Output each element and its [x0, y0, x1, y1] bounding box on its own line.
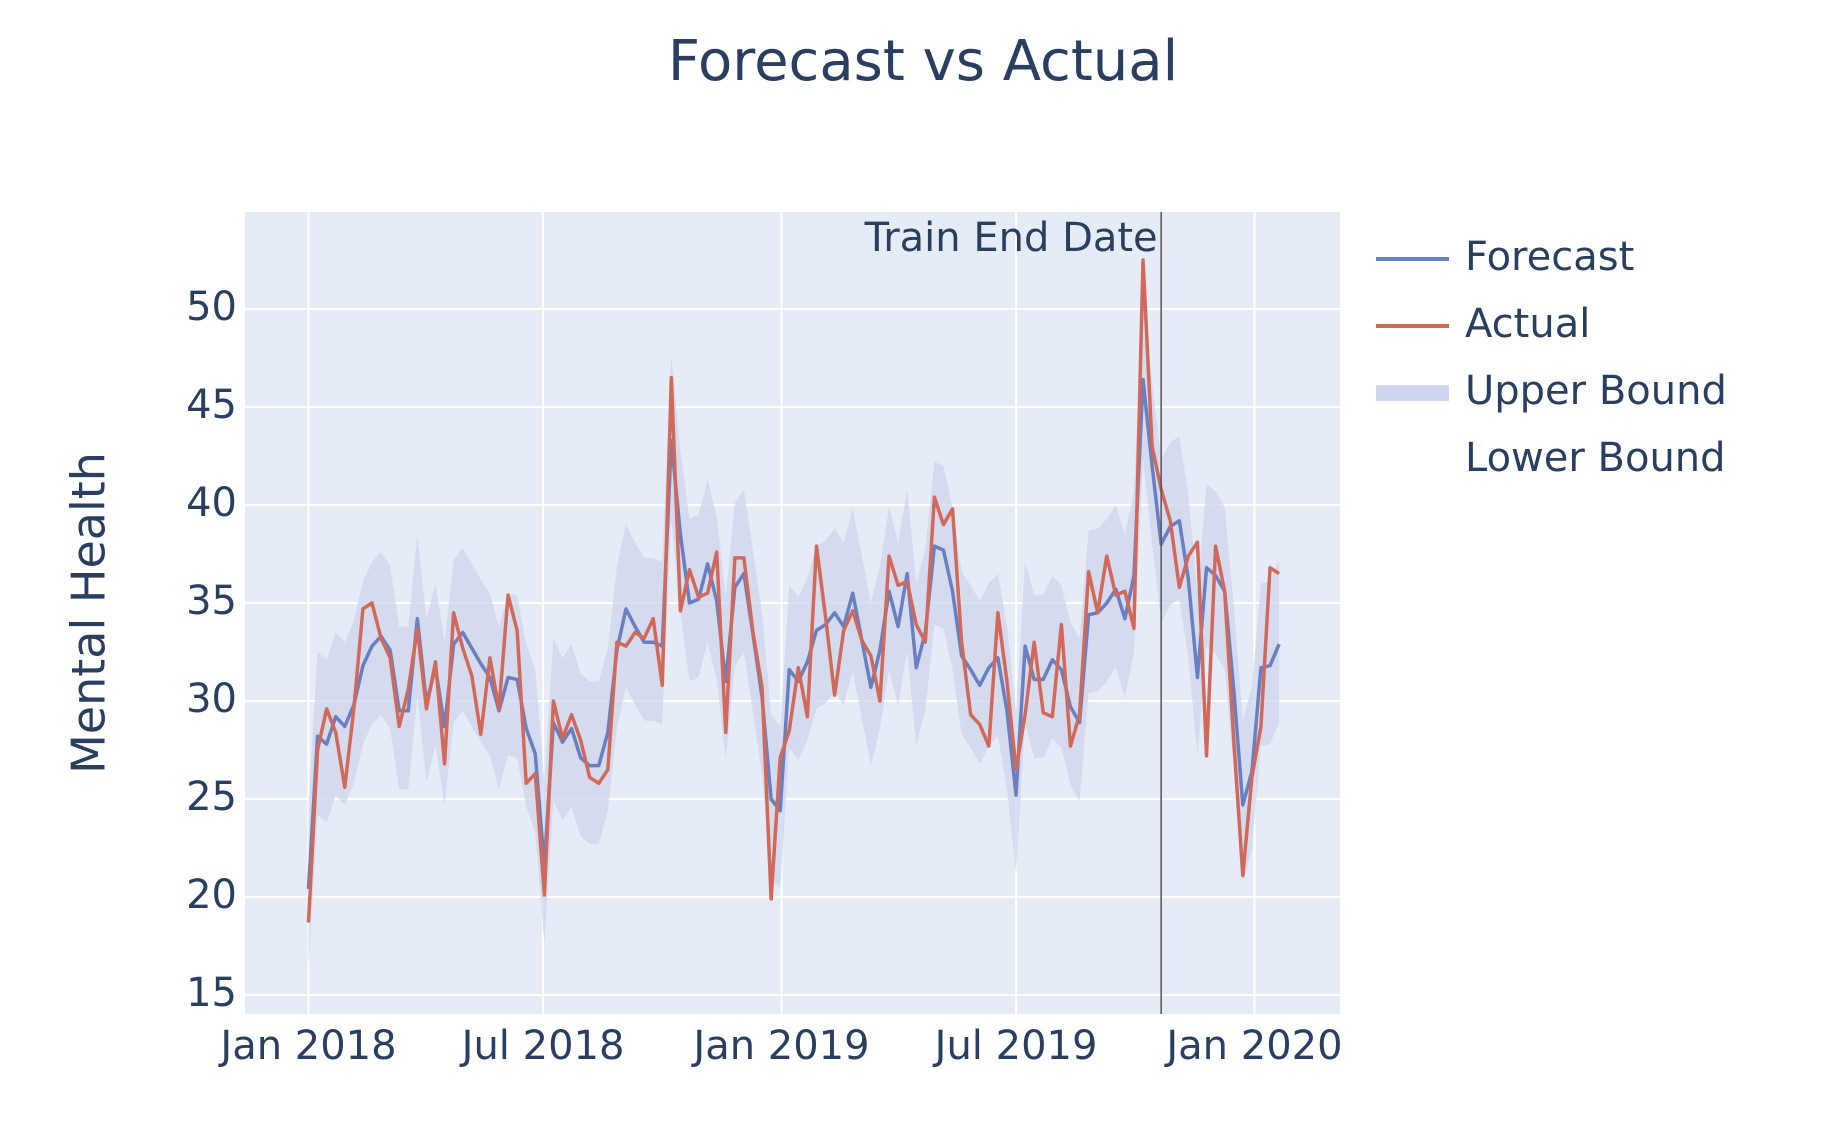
x-tick-label: Jan 2020 [1163, 1023, 1342, 1069]
legend-label: Lower Bound [1465, 435, 1726, 481]
y-tick-label: 45 [186, 382, 237, 428]
y-tick-label: 35 [186, 578, 237, 624]
y-tick-label: 15 [186, 970, 237, 1016]
legend-label: Actual [1465, 301, 1590, 347]
x-tick-label: Jul 2019 [932, 1023, 1098, 1069]
series-line [306, 258, 1281, 923]
y-axis-label: Mental Health [62, 452, 116, 774]
x-tick-label: Jan 2019 [690, 1023, 869, 1069]
y-tick-label: 50 [186, 284, 237, 330]
y-tick-label: 25 [186, 774, 237, 820]
x-tick-label: Jul 2018 [459, 1023, 625, 1069]
confidence-band [308, 295, 1280, 968]
legend-label: Forecast [1465, 234, 1634, 280]
y-tick-label: 40 [186, 480, 237, 526]
y-tick-label: 30 [186, 676, 237, 722]
chart-title: Forecast vs Actual [668, 29, 1178, 94]
legend-label: Upper Bound [1465, 368, 1727, 414]
y-tick-label: 20 [186, 872, 237, 918]
annotation: Train End Date [864, 215, 1158, 261]
x-tick-label: Jan 2018 [217, 1023, 396, 1069]
